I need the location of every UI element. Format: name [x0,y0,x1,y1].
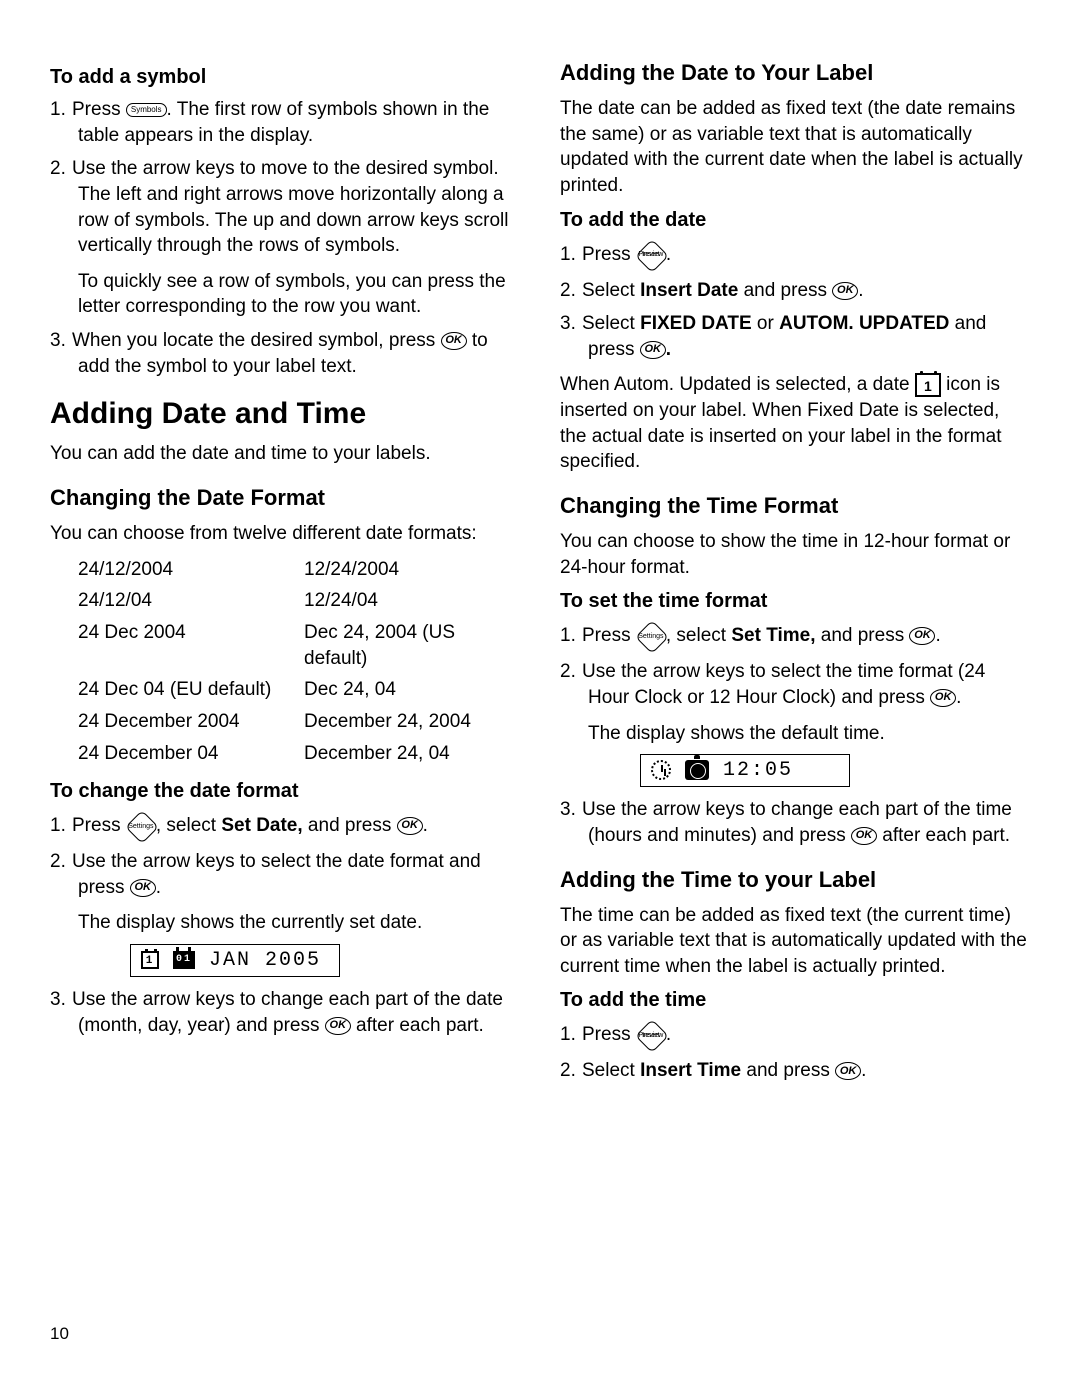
clock-filled-icon [685,760,709,780]
steps-add-time: 1.Press PreviewInsert. 2.Select Insert T… [560,1020,1030,1084]
symbols-button-icon: Symbols [126,103,167,117]
steps-add-symbol: 1.Press Symbols. The first row of symbol… [50,97,520,259]
date-format-cell: December 24, 04 [304,741,520,767]
step-item: 3.When you locate the desired symbol, pr… [50,328,520,379]
autom-updated-note: When Autom. Updated is selected, a date … [560,372,1030,475]
ok-button-icon: OK [832,282,858,300]
step-item: 1.Press Settings, select Set Date, and p… [50,811,520,841]
ok-button-icon: OK [441,332,467,350]
ok-button-icon: OK [640,341,666,359]
calendar-icon: 1 [141,951,159,969]
date-format-table: 24/12/2004 12/24/2004 24/12/04 12/24/04 … [50,557,520,766]
step-item: 1.Press PreviewInsert. [560,1020,1030,1050]
ok-button-icon: OK [909,627,935,645]
clock-icon [651,760,671,780]
date-format-cell: 24/12/04 [78,588,294,614]
step-item: 2.Use the arrow keys to select the time … [560,659,1030,710]
heading-to-add-time: To add the time [560,989,1030,1012]
preview-insert-button-icon: PreviewInsert [636,1020,666,1050]
heading-change-date-format: Changing the Date Format [50,485,520,511]
ok-button-icon: OK [851,827,877,845]
heading-to-set-time-format: To set the time format [560,590,1030,613]
left-column: To add a symbol 1.Press Symbols. The fir… [50,60,520,1094]
heading-adding-time-label: Adding the Time to your Label [560,867,1030,893]
steps-change-date-format-cont: 3.Use the arrow keys to change each part… [50,987,520,1038]
lcd-text: JAN 2005 [209,949,321,972]
step-item: 2.Use the arrow keys to select the date … [50,849,520,900]
step-item: 2.Select Insert Time and press OK. [560,1058,1030,1084]
intro-adding-date-label: The date can be added as fixed text (the… [560,96,1030,199]
heading-to-change-date-format: To change the date format [50,780,520,803]
ok-button-icon: OK [930,689,956,707]
step-item: 2.Use the arrow keys to move to the desi… [50,156,520,259]
steps-set-time-format: 1.Press Settings, select Set Time, and p… [560,621,1030,710]
ok-button-icon: OK [835,1062,861,1080]
calendar-filled-icon: 01 [173,951,195,969]
step-item: 1.Press PreviewInsert. [560,240,1030,270]
preview-insert-button-icon: PreviewInsert [636,240,666,270]
date-format-cell: 24 December 2004 [78,709,294,735]
page-number: 10 [50,1324,69,1344]
steps-change-date-format: 1.Press Settings, select Set Date, and p… [50,811,520,900]
ok-button-icon: OK [397,817,423,835]
lcd-text: 12:05 [723,759,793,782]
step-item: 2.Select Insert Date and press OK. [560,278,1030,304]
steps-set-time-format-cont: 3.Use the arrow keys to change each part… [560,797,1030,848]
heading-add-symbol: To add a symbol [50,66,520,89]
heading-adding-date-label: Adding the Date to Your Label [560,60,1030,86]
date-format-cell: December 24, 2004 [304,709,520,735]
step-item: 3.Use the arrow keys to change each part… [50,987,520,1038]
intro-adding-time-label: The time can be added as fixed text (the… [560,903,1030,980]
heading-to-add-date: To add the date [560,209,1030,232]
step-note: The display shows the currently set date… [50,910,520,936]
date-format-cell: 12/24/2004 [304,557,520,583]
date-format-cell: Dec 24, 04 [304,677,520,703]
step-item: 3.Select FIXED DATE or AUTOM. UPDATED an… [560,311,1030,362]
step-item: 1.Press Settings, select Set Time, and p… [560,621,1030,651]
heading-change-time-format: Changing the Time Format [560,493,1030,519]
page-body: To add a symbol 1.Press Symbols. The fir… [50,60,1030,1094]
step-note: The display shows the default time. [560,721,1030,747]
steps-add-symbol-cont: 3.When you locate the desired symbol, pr… [50,328,520,379]
heading-adding-date-time: Adding Date and Time [50,397,520,431]
step-item: 3.Use the arrow keys to change each part… [560,797,1030,848]
intro-change-date-format: You can choose from twelve different dat… [50,521,520,547]
step-item: 1.Press Symbols. The first row of symbol… [50,97,520,148]
right-column: Adding the Date to Your Label The date c… [560,60,1030,1094]
date-format-cell: 12/24/04 [304,588,520,614]
date-format-cell: 24/12/2004 [78,557,294,583]
settings-button-icon: Settings [636,621,666,651]
settings-button-icon: Settings [126,811,156,841]
lcd-time-display: 12:05 [640,754,850,787]
date-format-cell: 24 Dec 04 (EU default) [78,677,294,703]
step-note: To quickly see a row of symbols, you can… [50,269,520,320]
steps-add-date: 1.Press PreviewInsert. 2.Select Insert D… [560,240,1030,363]
date-placeholder-icon: 1 [915,373,941,397]
intro-change-time-format: You can choose to show the time in 12-ho… [560,529,1030,580]
date-format-cell: 24 Dec 2004 [78,620,294,671]
intro-adding-date-time: You can add the date and time to your la… [50,441,520,467]
ok-button-icon: OK [130,879,156,897]
ok-button-icon: OK [325,1017,351,1035]
date-format-cell: 24 December 04 [78,741,294,767]
lcd-date-display: 1 01 JAN 2005 [130,944,340,977]
date-format-cell: Dec 24, 2004 (US default) [304,620,520,671]
